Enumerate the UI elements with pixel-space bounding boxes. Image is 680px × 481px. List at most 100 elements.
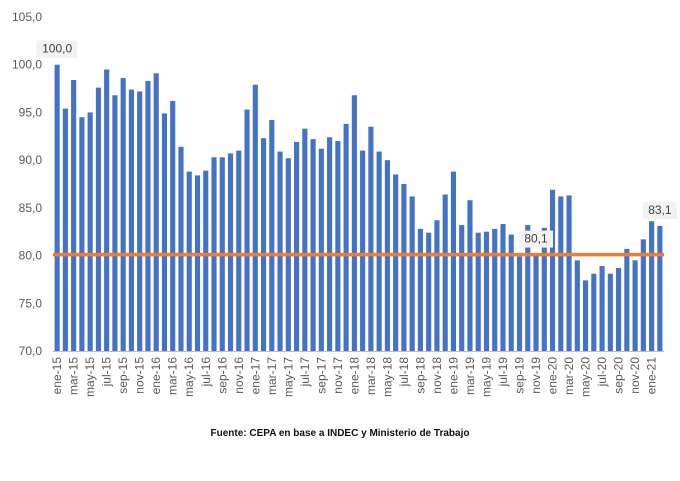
data-label: 80,1	[524, 232, 548, 246]
x-tick-label: jul-18	[397, 357, 411, 388]
bar	[269, 120, 275, 351]
x-tick-label: sep-20	[612, 357, 626, 394]
bar	[376, 151, 382, 351]
bar	[302, 128, 308, 351]
data-label-box	[642, 201, 677, 219]
x-tick-label: jul-17	[298, 357, 312, 388]
bar	[640, 239, 646, 351]
bar	[649, 221, 655, 351]
data-labels: 100,0 80,1 83,1	[36, 40, 677, 248]
x-tick-label: nov-16	[232, 357, 246, 394]
bar	[483, 231, 490, 351]
bar	[327, 137, 333, 351]
bar	[112, 95, 118, 351]
x-tick-label: may-19	[479, 357, 493, 397]
bar	[508, 234, 514, 351]
bar	[186, 171, 192, 351]
bar	[533, 254, 539, 351]
y-tick-label: 75,0	[19, 296, 43, 310]
bar	[335, 141, 341, 351]
bar	[426, 232, 432, 351]
bar	[657, 225, 663, 351]
bar	[434, 220, 440, 351]
x-tick-label: jul-19	[496, 357, 510, 388]
bar	[227, 153, 234, 351]
bar	[475, 232, 481, 351]
bar	[500, 224, 506, 351]
y-tick-label: 105,0	[12, 10, 42, 24]
bar	[616, 267, 622, 351]
x-tick-label: sep-15	[116, 357, 130, 394]
data-label: 100,0	[42, 42, 72, 56]
x-tick-label: ene-17	[248, 357, 262, 395]
x-tick-label: jul-15	[100, 357, 114, 388]
bar	[558, 196, 564, 351]
x-tick-label: sep-17	[314, 357, 328, 394]
y-tick-label: 90,0	[19, 153, 43, 167]
bar	[87, 112, 93, 351]
x-tick-label: nov-19	[529, 357, 543, 394]
x-tick-label: may-20	[579, 357, 593, 397]
bar	[401, 184, 407, 351]
bar	[351, 95, 357, 351]
y-tick-label: 95,0	[19, 105, 43, 119]
bar	[128, 89, 134, 352]
bar	[632, 260, 638, 351]
x-tick-label: mar-18	[364, 357, 378, 395]
y-tick-label: 70,0	[19, 344, 43, 358]
x-tick-label: ene-18	[347, 357, 361, 395]
bar	[393, 174, 399, 351]
bar	[294, 142, 300, 351]
bar	[104, 69, 110, 351]
x-tick-label: sep-19	[513, 357, 527, 394]
bar	[607, 273, 613, 351]
x-tick-label: may-18	[380, 357, 394, 397]
x-tick-label: sep-16	[215, 357, 229, 394]
bar	[153, 73, 159, 351]
bar	[368, 126, 374, 351]
bar	[203, 170, 209, 351]
bar	[252, 84, 258, 352]
bar	[492, 228, 498, 351]
bar	[79, 117, 85, 351]
x-tick-label: may-15	[83, 357, 97, 397]
bar	[541, 227, 547, 351]
bar	[62, 108, 68, 352]
x-tick-label: nov-20	[628, 357, 642, 394]
bar	[137, 91, 143, 351]
y-tick-label: 80,0	[19, 249, 43, 263]
bar	[583, 280, 589, 351]
x-tick-label: nov-18	[430, 357, 444, 394]
x-tick-label: ene-21	[645, 357, 659, 395]
bar	[591, 273, 597, 351]
bar	[178, 146, 184, 351]
bar	[71, 79, 77, 352]
bar	[194, 175, 201, 351]
bar	[244, 109, 250, 352]
y-tick-label: 85,0	[19, 201, 43, 215]
bar	[459, 225, 465, 351]
bar	[277, 151, 283, 351]
x-tick-label: ene-20	[546, 357, 560, 395]
x-tick-label: may-16	[182, 357, 196, 397]
x-tick-label: nov-17	[331, 357, 345, 394]
x-tick-label: jul-16	[199, 357, 213, 388]
bar	[310, 139, 316, 351]
bar	[417, 228, 423, 351]
bars	[54, 64, 663, 352]
bar	[549, 189, 556, 351]
data-label-box	[36, 40, 78, 58]
bar	[450, 171, 457, 351]
x-tick-label: mar-16	[166, 357, 180, 395]
x-tick-label: ene-19	[446, 357, 460, 395]
bar	[236, 150, 242, 351]
bar	[566, 195, 572, 351]
x-axis: ene-15 mar-15 may-15 jul-15 sep-15 nov-15 ene-…	[50, 351, 664, 397]
bar	[95, 87, 101, 352]
source-caption: Fuente: CEPA en base a INDEC y Ministeri…	[210, 428, 470, 439]
x-tick-label: ene-15	[50, 357, 64, 395]
x-tick-label: mar-19	[463, 357, 477, 395]
bar	[525, 225, 531, 351]
bar	[624, 248, 630, 351]
x-tick-label: ene-16	[149, 357, 163, 395]
